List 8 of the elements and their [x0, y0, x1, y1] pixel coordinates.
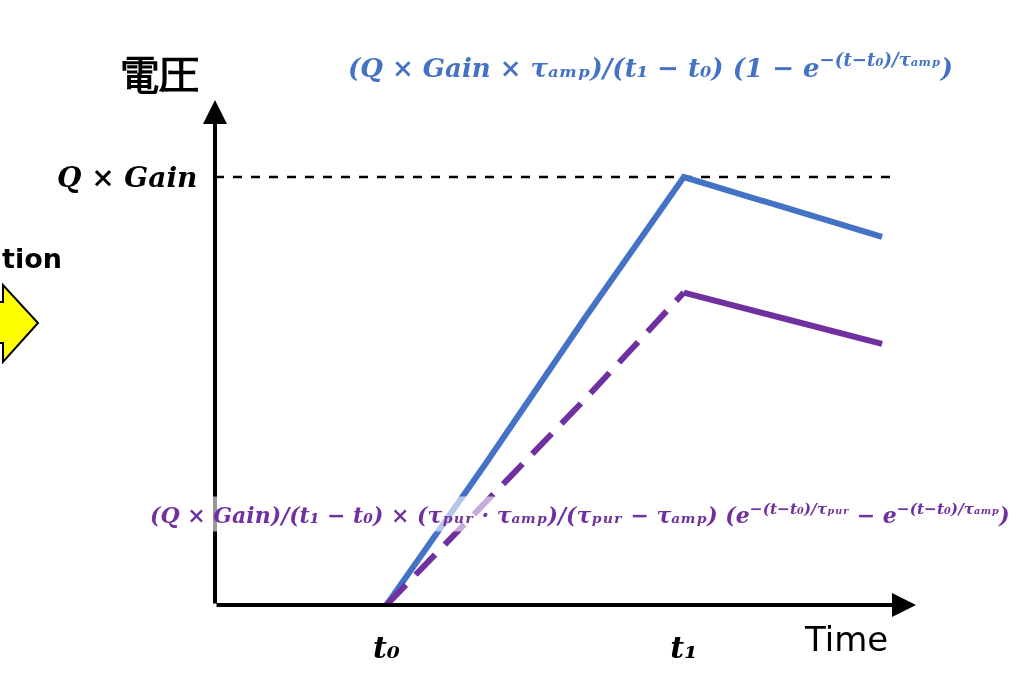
text: (Q × Gain × τₐₘₚ)/(t₁ − t₀) (1 − e$^{−(t−t₀)/τₐₘₚ}$) [348, 49, 953, 83]
text: tion [2, 243, 62, 274]
ref-line-label: Q × Gain [57, 161, 198, 194]
x-tick-label: t₀ [372, 630, 400, 665]
text: (Q × Gain)/(t₁ − t₀) × (τₚᵤᵣ · τₐₘₚ)/(τₚᵤᵣ − τₐₘₚ) (e$^{−(t−t₀)/τₚᵤᵣ}$ − e$^{−(t−t₀)/τₐₘₚ}$) [150, 500, 1010, 529]
x-axis-title: Time [804, 619, 889, 659]
x-tick-label: t₁ [670, 630, 698, 665]
y-axis-title: 電圧 [119, 52, 199, 98]
